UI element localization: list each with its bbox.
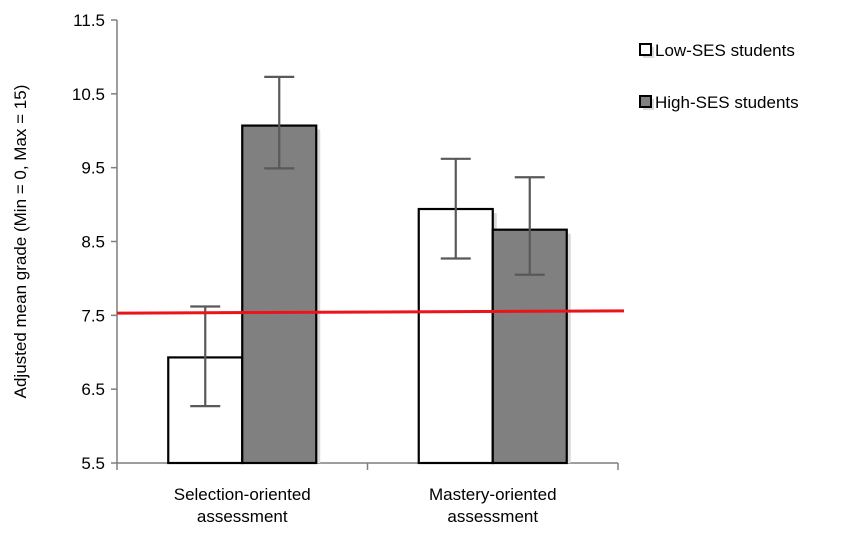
y-axis-label: Adjusted mean grade (Min = 0, Max = 15)	[11, 85, 30, 399]
y-tick-label: 11.5	[73, 11, 105, 30]
legend-swatch	[639, 43, 652, 56]
legend: Low-SES students High-SES students	[639, 41, 799, 112]
y-tick-label: 10.5	[72, 85, 105, 104]
legend-swatch	[639, 95, 652, 108]
error-bars-group	[190, 75, 545, 408]
reference-line	[116, 309, 625, 315]
legend-label: Low-SES students	[655, 41, 795, 60]
legend-label: High-SES students	[655, 93, 799, 112]
x-category-label: Mastery-oriented	[429, 485, 557, 504]
y-tick-label: 6.5	[81, 380, 105, 399]
y-tick-label: 5.5	[81, 454, 105, 473]
bar	[241, 124, 318, 465]
y-tick-label: 7.5	[81, 306, 105, 325]
x-category-label: Selection-oriented	[174, 485, 311, 504]
reference-line-group	[116, 309, 625, 315]
bars-group	[167, 124, 571, 465]
x-category-label: assessment	[447, 507, 538, 526]
y-tick-label: 8.5	[81, 233, 105, 252]
labels-group: Adjusted mean grade (Min = 0, Max = 15) S…	[11, 85, 557, 526]
x-category-label: assessment	[197, 507, 288, 526]
y-tick-label: 9.5	[81, 159, 105, 178]
